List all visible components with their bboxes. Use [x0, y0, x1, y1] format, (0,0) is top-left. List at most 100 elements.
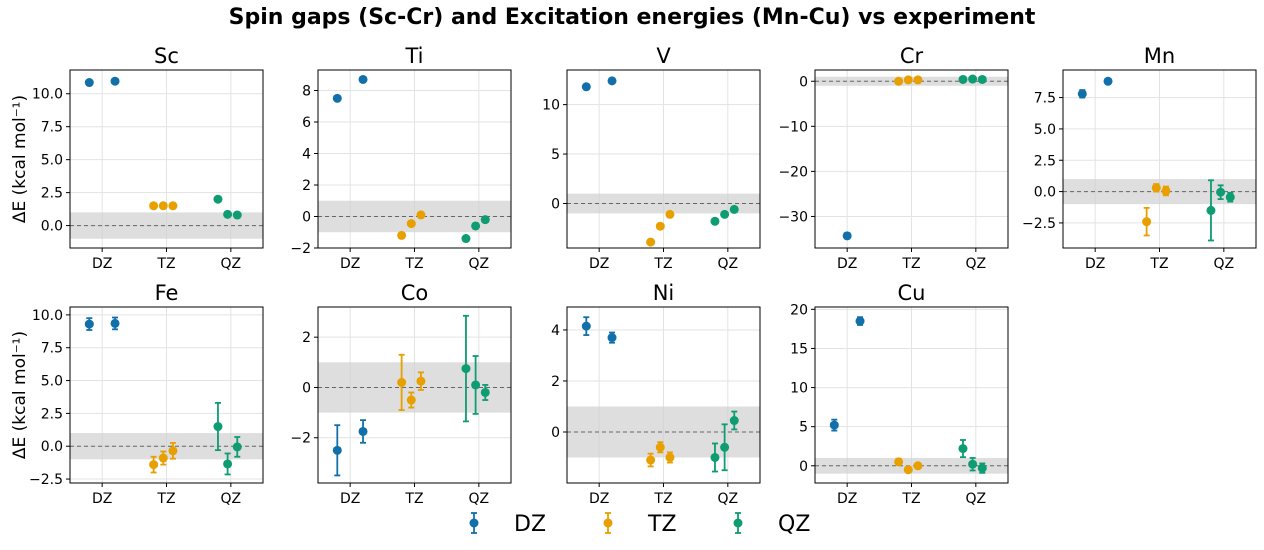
- panel-sc: 0.0 2.5 5.0 7.5 10.0 DZ TZ QZ Sc: [32, 44, 264, 272]
- x-tick-label: DZ: [837, 256, 857, 272]
- y-tick-label: 7.5: [1034, 91, 1056, 107]
- y-tick-label: 2: [551, 374, 560, 390]
- point-tz: [168, 201, 178, 211]
- marker: [894, 457, 904, 467]
- point-tz: [1151, 183, 1161, 193]
- marker: [471, 380, 481, 390]
- panel-title: Sc: [154, 44, 179, 68]
- x-tick-label: DZ: [340, 491, 360, 507]
- marker: [480, 387, 490, 397]
- y-tick-label: 5: [551, 147, 560, 163]
- y-tick-label: 7.5: [41, 120, 63, 136]
- point-dz: [607, 331, 617, 344]
- point-tz: [655, 441, 665, 454]
- point-qz: [223, 209, 233, 219]
- grid: [815, 307, 1008, 483]
- x-tick-label: TZ: [901, 491, 920, 507]
- y-tick-label: −2: [290, 241, 311, 257]
- y-tick-label: 0: [799, 74, 808, 90]
- marker: [461, 364, 471, 374]
- point-tz: [646, 452, 656, 468]
- marker: [829, 420, 839, 430]
- marker: [1151, 183, 1161, 193]
- marker: [223, 209, 233, 219]
- legend-marker: [469, 518, 479, 528]
- marker: [397, 377, 407, 387]
- panel-title: Cu: [898, 281, 926, 305]
- y-tick-label: 10: [542, 98, 560, 114]
- point-tz: [894, 76, 904, 86]
- point-tz: [903, 465, 913, 475]
- point-dz: [842, 231, 852, 241]
- point-dz: [110, 316, 120, 331]
- point-qz: [213, 194, 223, 204]
- y-tick-label: 15: [790, 341, 808, 357]
- marker: [110, 318, 120, 328]
- x-tick-label: QZ: [221, 491, 242, 507]
- point-dz: [84, 78, 94, 88]
- panel-ti: −2 0 2 4 6 8 DZ TZ QZ Ti: [290, 44, 512, 272]
- y-tick-label: 10: [790, 381, 808, 397]
- point-qz: [710, 216, 720, 226]
- legend-label: QZ: [778, 512, 810, 537]
- panel-co: −2 0 2 DZ TZ QZ Co: [290, 281, 512, 507]
- y-tick-label: 7.5: [41, 341, 63, 357]
- marker: [213, 422, 223, 432]
- legend-marker: [733, 518, 743, 528]
- marker: [168, 201, 178, 211]
- x-tick-label: TZ: [901, 256, 920, 272]
- marker: [720, 442, 730, 452]
- x-tick-label: QZ: [221, 256, 242, 272]
- point-dz: [332, 93, 342, 103]
- point-tz: [406, 391, 416, 409]
- marker: [581, 82, 591, 92]
- point-qz: [720, 423, 730, 472]
- point-qz: [223, 452, 233, 476]
- point-tz: [416, 371, 426, 391]
- point-dz: [358, 419, 368, 444]
- point-qz: [471, 355, 481, 415]
- point-dz: [84, 317, 94, 331]
- marker: [665, 209, 675, 219]
- y-tick-label: 8: [302, 83, 311, 99]
- x-tick-label: DZ: [92, 491, 112, 507]
- point-tz: [646, 237, 656, 247]
- y-tick-label: −20: [778, 164, 808, 180]
- point-qz: [213, 401, 223, 452]
- marker: [84, 78, 94, 88]
- point-dz: [332, 424, 342, 477]
- point-qz: [232, 210, 242, 220]
- x-tick-label: TZ: [653, 491, 672, 507]
- marker: [1161, 186, 1171, 196]
- marker: [968, 74, 978, 84]
- x-tick-label: QZ: [718, 491, 739, 507]
- marker: [913, 75, 923, 85]
- point-tz: [397, 353, 407, 411]
- x-tick-label: TZ: [653, 256, 672, 272]
- legend-label: TZ: [647, 512, 677, 537]
- y-tick-label: 6: [302, 115, 311, 131]
- point-qz: [968, 74, 978, 84]
- panel-fe: −2.5 0.0 2.5 5.0 7.5 10.0 DZ TZ QZ Fe: [29, 281, 264, 507]
- marker: [358, 74, 368, 84]
- point-qz: [461, 234, 471, 244]
- y-tick-label: −2: [290, 431, 311, 447]
- marker: [842, 231, 852, 241]
- point-tz: [158, 450, 168, 466]
- marker: [110, 76, 120, 86]
- y-tick-label: 4: [551, 323, 560, 339]
- marker: [646, 237, 656, 247]
- marker: [968, 459, 978, 469]
- point-dz: [358, 74, 368, 84]
- marker: [406, 395, 416, 405]
- marker: [855, 316, 865, 326]
- legend-label: DZ: [514, 512, 546, 537]
- marker: [1206, 205, 1216, 215]
- y-tick-label: 5.0: [1034, 122, 1056, 138]
- point-dz: [1103, 76, 1113, 86]
- point-tz: [665, 451, 675, 464]
- point-tz: [655, 221, 665, 231]
- y-tick-label: 5.0: [41, 153, 63, 169]
